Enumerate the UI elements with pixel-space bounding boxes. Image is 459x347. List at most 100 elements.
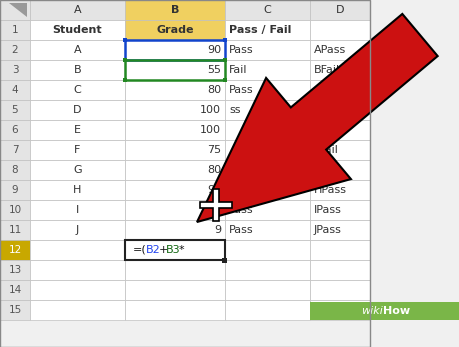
Text: APass: APass	[313, 45, 346, 55]
Bar	[224, 260, 309, 280]
Bar	[123, 58, 127, 62]
Text: 3: 3	[11, 65, 18, 75]
Text: 2: 2	[11, 45, 18, 55]
Text: A: A	[73, 5, 81, 15]
Text: 13: 13	[8, 265, 22, 275]
Text: I: I	[76, 205, 79, 215]
Text: FFail: FFail	[313, 145, 338, 155]
Text: 90: 90	[207, 45, 220, 55]
Bar	[125, 220, 224, 240]
Text: 100: 100	[200, 105, 220, 115]
Bar	[309, 120, 369, 140]
Text: B2: B2	[146, 245, 160, 255]
Text: Student: Student	[53, 25, 102, 35]
Bar	[125, 300, 224, 320]
Bar	[0, 200, 30, 220]
Bar	[125, 140, 224, 160]
Text: H: H	[73, 185, 82, 195]
Bar	[30, 120, 125, 140]
Text: 80: 80	[207, 165, 220, 175]
Bar	[222, 258, 226, 263]
Bar	[224, 140, 309, 160]
Text: Pass: Pass	[229, 225, 253, 235]
Bar	[0, 280, 30, 300]
Bar	[30, 220, 125, 240]
Bar	[125, 260, 224, 280]
Text: 7: 7	[11, 145, 18, 155]
Text: 12: 12	[8, 245, 22, 255]
Text: 10: 10	[207, 205, 220, 215]
Bar	[0, 180, 30, 200]
Bar	[0, 100, 30, 120]
Bar	[224, 280, 309, 300]
Bar	[125, 120, 224, 140]
Bar	[224, 160, 309, 180]
Bar	[125, 20, 224, 40]
Text: D: D	[73, 105, 82, 115]
Bar	[123, 78, 127, 82]
Bar	[125, 0, 224, 20]
Bar	[30, 200, 125, 220]
Bar	[125, 160, 224, 180]
Bar	[30, 140, 125, 160]
Bar	[0, 60, 30, 80]
Text: Pass: Pass	[229, 205, 253, 215]
Text: A: A	[73, 45, 81, 55]
Bar	[125, 240, 224, 260]
Text: *: *	[178, 245, 184, 255]
Text: 55: 55	[207, 65, 220, 75]
Text: 95: 95	[207, 185, 220, 195]
Bar	[309, 80, 369, 100]
Polygon shape	[200, 189, 231, 221]
Bar	[224, 220, 309, 240]
Bar	[309, 220, 369, 240]
Text: B3: B3	[165, 245, 180, 255]
Bar	[30, 80, 125, 100]
Text: =(: =(	[133, 245, 146, 255]
Bar	[30, 100, 125, 120]
Bar	[0, 0, 369, 347]
Text: C: C	[73, 85, 81, 95]
Bar	[224, 20, 309, 40]
Bar	[309, 302, 459, 320]
Text: HPass: HPass	[313, 185, 346, 195]
Bar	[224, 60, 309, 80]
Bar	[309, 0, 369, 20]
Text: BFail: BFail	[313, 65, 339, 75]
Bar	[309, 280, 369, 300]
Bar	[309, 260, 369, 280]
Text: 11: 11	[8, 225, 22, 235]
Bar	[309, 180, 369, 200]
Text: +: +	[159, 245, 168, 255]
Text: D: D	[335, 5, 343, 15]
Text: 5: 5	[11, 105, 18, 115]
Bar	[0, 120, 30, 140]
Bar	[224, 180, 309, 200]
Text: C: C	[263, 5, 271, 15]
Text: F: F	[74, 145, 80, 155]
Bar	[30, 240, 125, 260]
Bar	[309, 60, 369, 80]
Bar	[125, 40, 224, 60]
Bar	[30, 180, 125, 200]
Bar	[309, 20, 369, 40]
Text: ss: ss	[229, 105, 240, 115]
Text: 75: 75	[207, 145, 220, 155]
Bar	[223, 78, 226, 82]
Text: 10: 10	[8, 205, 22, 215]
Bar	[123, 38, 127, 42]
Bar	[309, 240, 369, 260]
Bar	[309, 140, 369, 160]
Bar	[0, 160, 30, 180]
Text: How: How	[382, 306, 409, 316]
Bar	[0, 20, 30, 40]
Bar	[224, 200, 309, 220]
Text: Pass: Pass	[229, 85, 253, 95]
Bar	[30, 40, 125, 60]
Bar	[125, 100, 224, 120]
Bar	[30, 280, 125, 300]
Text: E: E	[74, 125, 81, 135]
Bar	[0, 40, 30, 60]
Text: EPass: EPass	[313, 125, 345, 135]
Bar	[123, 58, 127, 62]
